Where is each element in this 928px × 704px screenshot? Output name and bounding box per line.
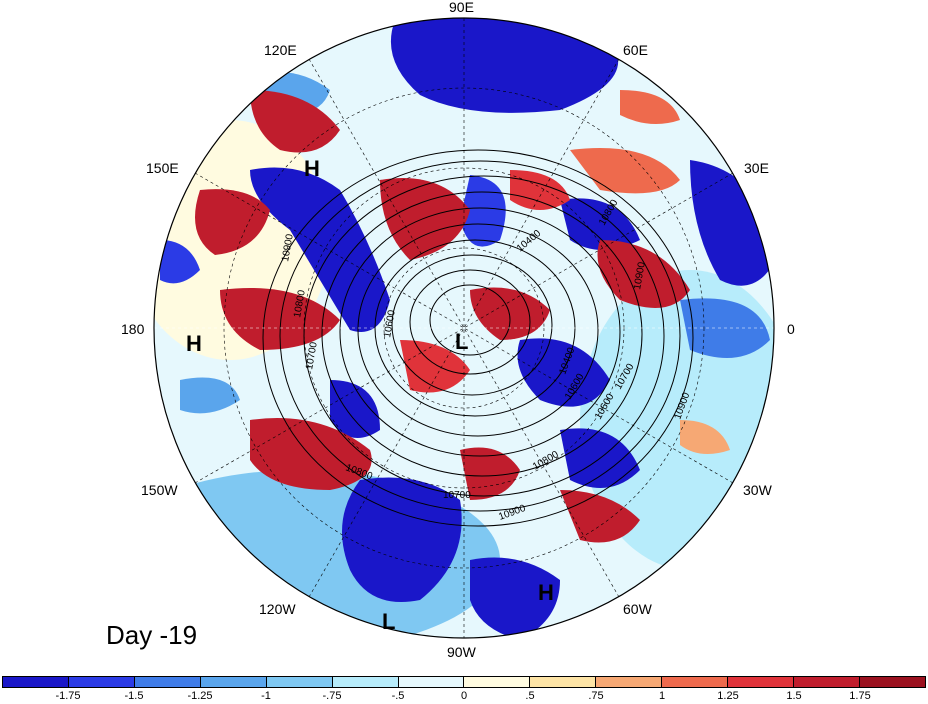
longitude-label-0: 0 — [787, 321, 795, 337]
map-boundary — [153, 17, 775, 639]
longitude-label-120e: 120E — [264, 42, 297, 58]
longitude-label-30w: 30W — [743, 482, 772, 498]
colorbar — [2, 676, 926, 688]
contour-label: 10700 — [304, 341, 320, 371]
colorbar-segment — [464, 677, 531, 687]
longitude-label-150e: 150E — [146, 160, 179, 176]
longitude-label-60w: 60W — [623, 601, 652, 617]
contour-label: 10600 — [382, 309, 398, 339]
colorbar-segment — [134, 677, 201, 687]
colorbar-segment — [68, 677, 135, 687]
colorbar-tick-label: 0 — [460, 690, 468, 702]
high-pressure-marker: H — [304, 156, 320, 181]
colorbar-tick-labels: -1.75 -1.5 -1.25 -1 -.75 -.5 0 .5 .75 1 1.25 1.5 1.7… — [0, 690, 928, 704]
low-pressure-marker: L — [382, 609, 396, 634]
low-pressure-marker: L — [455, 329, 469, 354]
longitude-label-30e: 30E — [744, 160, 769, 176]
colorbar-segment — [728, 677, 795, 687]
longitude-label-150w: 150W — [141, 482, 178, 498]
colorbar-tick-label: 1 — [658, 690, 666, 702]
colorbar-segment — [662, 677, 729, 687]
colorbar-tick-label: -.75 — [322, 690, 342, 702]
colorbar-tick-label: 1.25 — [717, 690, 739, 702]
longitude-label-90e: 90E — [449, 0, 474, 15]
anomaly-shading — [154, 18, 774, 638]
colorbar-segment — [794, 677, 860, 687]
colorbar-tick-label: .75 — [588, 690, 604, 702]
colorbar-tick-label: 1.75 — [849, 690, 871, 702]
colorbar-segment — [398, 677, 465, 687]
colorbar-segment — [3, 677, 69, 687]
colorbar-tick-label: -1.75 — [55, 690, 81, 702]
colorbar-tick-label: .5 — [525, 690, 535, 702]
colorbar-tick-label: -1 — [261, 690, 271, 702]
colorbar-segment — [200, 677, 267, 687]
colorbar-tick-label: -.5 — [391, 690, 405, 702]
colorbar-segment — [266, 677, 333, 687]
colorbar-segment — [859, 677, 925, 687]
colorbar-tick-label: -1.25 — [187, 690, 213, 702]
contour-label: 10700 — [443, 490, 471, 501]
graticule — [154, 18, 774, 638]
colorbar-segment — [530, 677, 597, 687]
contour-label: 10800 — [292, 289, 308, 319]
colorbar-tick-label: -1.5 — [124, 690, 144, 702]
contour-label: 10900 — [632, 261, 648, 291]
high-pressure-marker: H — [538, 580, 554, 605]
colorbar-segment — [596, 677, 663, 687]
contour-label: 10900 — [280, 233, 296, 263]
day-label: Day -19 — [106, 620, 198, 650]
longitude-label-60e: 60E — [623, 42, 648, 58]
longitude-label-120w: 120W — [259, 601, 296, 617]
longitude-label-180: 180 — [121, 321, 145, 337]
colorbar-segment — [332, 677, 399, 687]
colorbar-tick-label: 1.5 — [786, 690, 802, 702]
high-pressure-marker: H — [186, 331, 202, 356]
longitude-label-90w: 90W — [447, 644, 476, 660]
